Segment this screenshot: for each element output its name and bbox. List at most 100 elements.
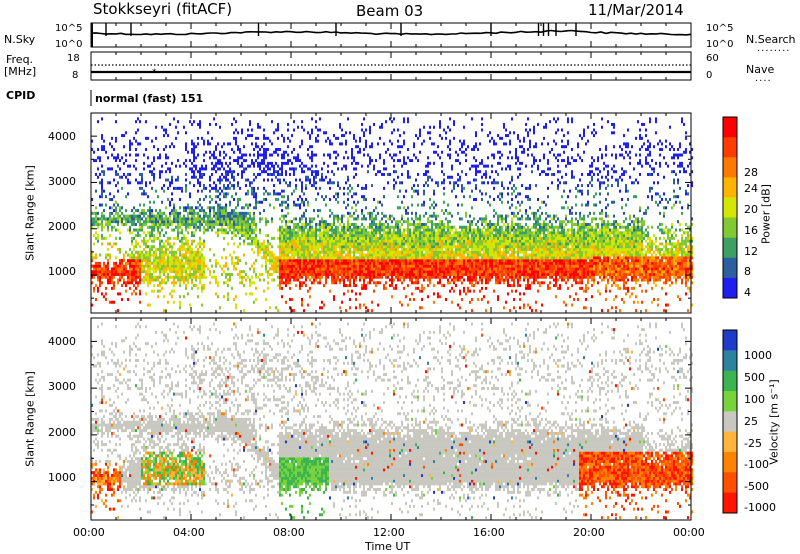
power-cell: [293, 247, 295, 251]
power-cell: [373, 197, 375, 201]
power-cell: [311, 256, 313, 260]
power-cell: [401, 234, 403, 238]
power-cell: [253, 250, 255, 254]
power-cell: [391, 245, 393, 249]
power-cell: [361, 242, 363, 246]
power-cell: [473, 278, 475, 282]
power-cell: [267, 178, 269, 182]
power-cell: [285, 281, 287, 285]
power-cell: [227, 220, 229, 224]
power-cell: [227, 222, 229, 226]
power-cell: [355, 145, 357, 149]
power-cell: [173, 284, 175, 288]
power-cell: [457, 270, 459, 274]
power-cell: [265, 147, 267, 151]
power-cell: [259, 167, 261, 171]
power-cell: [295, 245, 297, 249]
power-cell: [315, 247, 317, 251]
power-cell: [403, 236, 405, 240]
power-cell: [403, 231, 405, 235]
power-cell: [441, 272, 443, 276]
power-cell: [475, 278, 477, 282]
power-cell: [355, 245, 357, 249]
power-cell: [147, 284, 149, 288]
power-cell: [281, 234, 283, 238]
power-cell: [467, 264, 469, 268]
power-cell: [125, 250, 127, 254]
power-cell: [219, 150, 221, 154]
power-cell: [335, 231, 337, 235]
power-cell: [459, 234, 461, 238]
power-cell: [393, 264, 395, 268]
power-cell: [367, 245, 369, 249]
power-cell: [157, 228, 159, 232]
power-cell: [219, 125, 221, 129]
power-cell: [127, 172, 129, 176]
power-cell: [279, 272, 281, 276]
power-cell: [313, 256, 315, 260]
power-cell: [445, 261, 447, 265]
power-cell: [339, 231, 341, 235]
power-cell: [459, 264, 461, 268]
power-cell: [347, 178, 349, 182]
power-cell: [313, 234, 315, 238]
power-cell: [405, 256, 407, 260]
power-cell: [445, 256, 447, 260]
power-cell: [371, 214, 373, 218]
power-cell: [429, 131, 431, 135]
power-cell: [415, 236, 417, 240]
power-cell: [351, 289, 353, 293]
power-cell: [283, 250, 285, 254]
power-cell: [299, 245, 301, 249]
power-cell: [421, 264, 423, 268]
power-cell: [463, 270, 465, 274]
power-cell: [129, 231, 131, 235]
power-cell: [175, 256, 177, 260]
power-cell: [119, 261, 121, 265]
power-cell: [227, 267, 229, 271]
power-cell: [305, 245, 307, 249]
power-cell: [97, 236, 99, 240]
power-cell: [225, 261, 227, 265]
power-cell: [111, 211, 113, 215]
power-cell: [295, 259, 297, 263]
power-cell: [193, 175, 195, 179]
power-cell: [301, 272, 303, 276]
power-cell: [213, 275, 215, 279]
power-cell: [185, 145, 187, 149]
power-cell: [351, 228, 353, 232]
power-cell: [319, 228, 321, 232]
power-cell: [303, 270, 305, 274]
power-cell: [457, 159, 459, 163]
power-cell: [367, 231, 369, 235]
power-cell: [445, 297, 447, 301]
power-cell: [375, 234, 377, 238]
power-cell: [307, 242, 309, 246]
power-cell: [367, 225, 369, 229]
power-cell: [235, 136, 237, 140]
power-cell: [281, 214, 283, 218]
power-cell: [275, 259, 277, 263]
power-cell: [325, 139, 327, 143]
power-cell: [361, 211, 363, 215]
power-cell: [301, 125, 303, 129]
power-cell: [189, 225, 191, 229]
power-cell: [319, 178, 321, 182]
power-cell: [281, 200, 283, 204]
power-cell: [371, 234, 373, 238]
power-cell: [231, 195, 233, 199]
power-cell: [259, 147, 261, 151]
power-cell: [391, 278, 393, 282]
power-cell: [91, 281, 93, 285]
power-cell: [463, 139, 465, 143]
power-cell: [415, 264, 417, 268]
power-cell: [209, 211, 211, 215]
power-cell: [333, 275, 335, 279]
power-cell: [229, 220, 231, 224]
power-cell: [243, 309, 245, 313]
power-cell: [209, 214, 211, 218]
power-cell: [373, 275, 375, 279]
power-cell: [439, 264, 441, 268]
power-cell: [299, 286, 301, 290]
power-cell: [291, 150, 293, 154]
